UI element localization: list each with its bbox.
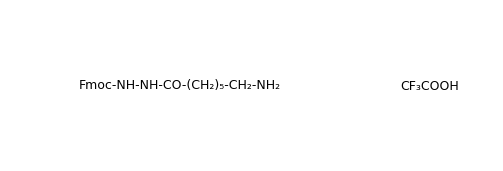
- Text: CF₃COOH: CF₃COOH: [400, 80, 459, 93]
- Text: Fmoc-NH-NH-CO-(CH₂)₅-CH₂-NH₂: Fmoc-NH-NH-CO-(CH₂)₅-CH₂-NH₂: [79, 80, 281, 93]
